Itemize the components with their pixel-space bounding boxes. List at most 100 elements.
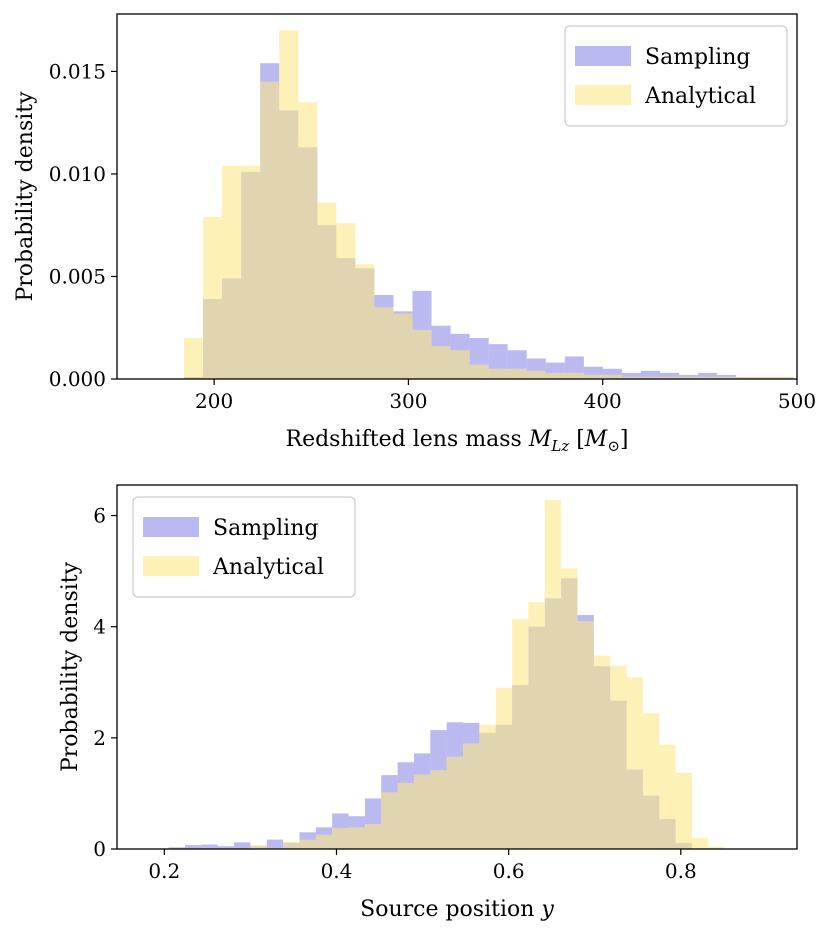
bar-analytical [283,841,300,849]
bar-analytical [679,376,699,379]
bar-analytical [355,264,375,379]
bar-analytical [413,774,431,849]
bar-analytical [642,713,660,849]
bar-analytical [241,165,261,379]
bar-analytical [469,364,489,379]
position-histogram-panel: 0.2 0.4 0.6 0.8 0 2 4 6 Source position y Probabi… [58,484,798,922]
bar-analytical [621,376,641,379]
bar-analytical [593,655,611,849]
bar-sampling [217,846,235,849]
legend-box [132,496,356,598]
series-analytical [184,30,794,379]
y-tick-label: 2 [93,726,106,750]
bar-analytical [463,743,480,849]
bar-analytical [479,725,496,849]
bar-analytical [450,350,470,379]
bar-analytical [659,744,676,849]
bar-analytical [317,202,337,379]
bar-analytical [544,500,562,849]
y-tick-label: 6 [93,504,106,528]
x-tick-label: 0.6 [493,859,525,883]
legend-swatch-sampling [575,46,631,66]
bar-analytical [315,834,333,849]
bar-analytical [397,782,414,849]
bar-analytical [577,621,594,849]
bar-analytical [675,772,692,849]
bar-analytical [528,602,545,849]
x-tick-label: 500 [778,389,816,413]
legend-label-sampling: Sampling [213,516,318,541]
legend-box [564,25,788,127]
bar-analytical [495,687,513,849]
legend: Sampling Analytical [564,25,788,127]
bar-analytical [708,846,725,849]
bar-analytical [336,223,356,379]
y-tick-label: 0 [93,837,106,861]
bar-analytical [374,307,394,379]
axes-frame [116,13,798,380]
bar-analytical [332,827,349,849]
bar-analytical [430,770,447,849]
bar-analytical [364,823,382,849]
bar-analytical [431,346,451,379]
bar-analytical [602,374,622,379]
legend-label-analytical: Analytical [644,84,756,109]
bar-analytical [488,368,508,379]
bar-analytical [260,81,280,379]
bar-analytical [640,376,661,379]
x-axis-label: Source position y [360,897,554,922]
bar-analytical [526,370,546,379]
bar-sampling [640,370,661,379]
bar-sampling [201,844,218,849]
y-tick-label: 0.010 [49,162,106,186]
x-tick-label: 0.4 [321,859,353,883]
bar-analytical [446,756,464,849]
bar-analytical [222,165,242,379]
legend-swatch-sampling [143,517,199,537]
bar-analytical [381,792,398,849]
bar-analytical [348,827,365,849]
bar-sampling [621,372,641,379]
x-tick-label: 200 [195,389,233,413]
x-tick-label: 0.2 [148,859,180,883]
bar-analytical [691,837,709,849]
bar-analytical [393,313,413,379]
bar-sampling [266,839,284,849]
bar-analytical [774,376,794,379]
bar-analytical [610,665,627,849]
bar-analytical [250,845,267,849]
x-tick-label: 300 [389,389,427,413]
series-analytical [250,500,725,849]
bar-analytical [507,368,527,379]
y-axis-label: Probability density [58,561,83,772]
bar-analytical [512,618,529,849]
bar-analytical [184,337,204,379]
y-tick-label: 0.015 [49,59,106,83]
legend-label-analytical: Analytical [212,555,324,580]
y-axis-label: Probability density [13,91,38,302]
legend: Sampling Analytical [132,496,356,598]
y-tick-label: 0.005 [49,264,106,288]
legend-swatch-analytical [575,85,631,105]
x-tick-label: 400 [584,389,622,413]
legend-label-sampling: Sampling [645,45,750,70]
x-tick-label: 0.8 [665,859,697,883]
bar-analytical [626,677,643,849]
y-tick-label: 0.000 [49,367,106,391]
y-tick-label: 4 [93,615,106,639]
bar-analytical [298,102,318,379]
bar-analytical [299,839,316,849]
mass-histogram-panel: 200 300 400 500 0.000 0.005 0.010 0.015 Redshift… [13,13,816,455]
bar-analytical [660,376,680,379]
bar-analytical [736,376,756,379]
bar-sampling [660,372,680,379]
bar-analytical [412,329,432,379]
axes-frame [116,484,798,850]
bars [184,30,794,379]
bar-sampling [698,372,718,379]
bar-sampling [185,845,202,849]
bar-sampling [168,847,185,849]
bars [168,500,725,849]
bar-analytical [583,374,603,379]
